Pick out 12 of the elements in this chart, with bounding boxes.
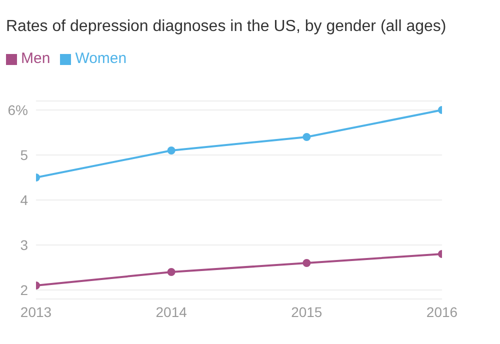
legend-label: Women (75, 50, 127, 67)
legend-label: Men (21, 50, 50, 67)
y-tick-label: 5 (20, 146, 28, 163)
y-tick-label: 6% (8, 102, 28, 118)
x-tick-label: 2015 (291, 304, 322, 320)
x-tick-label: 2016 (426, 304, 458, 320)
chart-title: Rates of depression diagnoses in the US, by gender (all ages) (6, 18, 446, 36)
x-tick-label: 2014 (156, 304, 188, 320)
y-tick-label: 3 (20, 236, 28, 253)
y-tick-label: 2 (20, 282, 28, 298)
x-tick-label: 2013 (20, 304, 52, 320)
y-tick-label: 4 (20, 192, 28, 208)
